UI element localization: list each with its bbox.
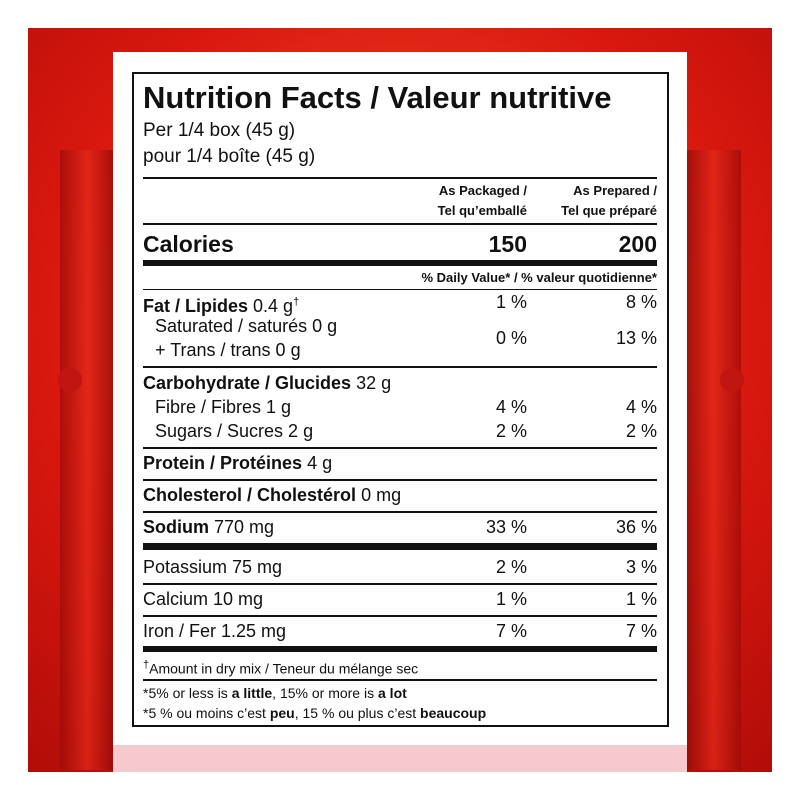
footnote-text: a lot	[378, 685, 407, 701]
footnote: *5 % ou moins c’est peu, 15 % ou plus c’…	[143, 704, 486, 722]
column-header: As Prepared /	[573, 183, 657, 198]
dv: 13 %	[615, 328, 657, 348]
nutrient-name: Sodium	[143, 517, 209, 537]
nutrient: Iron / Fer 1.25 mg	[143, 621, 287, 641]
dv: 2 %	[495, 421, 527, 441]
nutrient-name: Cholesterol / Cholestérol	[143, 485, 357, 505]
nutrient: Fibre / Fibres 1 g	[155, 397, 292, 417]
nutrient: Fat / Lipides 0.4 g†	[143, 290, 300, 316]
footnote: †Amount in dry mix / Teneur du mélange s…	[143, 656, 419, 677]
nutrient: Potassium 75 mg	[143, 557, 283, 577]
note-mark: †	[143, 659, 150, 671]
dv: 33 %	[485, 517, 527, 537]
rule	[143, 177, 657, 179]
dv: 1 %	[625, 589, 657, 609]
amount: 4 g	[307, 453, 333, 473]
dv: 2 %	[625, 421, 657, 441]
dv: 2 %	[495, 557, 527, 577]
dv: 7 %	[625, 621, 657, 641]
serving: Per 1/4 box (45 g)	[143, 120, 296, 141]
note-mark: †	[293, 296, 300, 308]
footnote-text: , 15 % ou plus c’est	[294, 705, 421, 721]
title: Nutrition Facts / Valeur nutritive	[143, 80, 612, 115]
dv: 1 %	[495, 292, 527, 312]
nutrient: Cholesterol / Cholestérol 0 mg	[143, 483, 401, 507]
column-header: As Packaged /	[438, 183, 527, 198]
footnote-text: beaucoup	[420, 705, 487, 721]
dv: 0 %	[495, 328, 527, 348]
calories-label: Calories	[143, 231, 234, 257]
nutrient-name: Carbohydrate / Glucides	[143, 373, 352, 393]
pink-strip	[113, 740, 687, 772]
rule	[143, 289, 657, 290]
nutrient: Sugars / Sucres 2 g	[155, 421, 314, 441]
footnote-text: a little	[231, 685, 273, 701]
rule	[143, 615, 657, 617]
footnote-text: , 15% or more is	[272, 685, 378, 701]
rule	[143, 366, 657, 368]
thick-rule	[143, 260, 657, 266]
dv: 4 %	[495, 397, 527, 417]
amount: 770 mg	[214, 517, 275, 537]
footnote-text: peu	[269, 705, 295, 721]
thick-rule	[143, 543, 657, 550]
pillar-left	[60, 150, 115, 770]
nutrient: Calcium 10 mg	[143, 589, 264, 609]
footnote-text: Amount in dry mix / Teneur du mélange se…	[149, 660, 419, 677]
footnote-text: *5 % ou moins c’est	[143, 705, 270, 721]
footnote: *5% or less is a little, 15% or more is …	[143, 684, 407, 702]
dv: 7 %	[495, 621, 527, 641]
nutrient: Saturated / saturés 0 g	[155, 316, 338, 336]
dv: 1 %	[495, 589, 527, 609]
dv: 8 %	[625, 292, 657, 312]
thick-rule	[143, 646, 657, 652]
dv: 4 %	[625, 397, 657, 417]
nutrient-name: Protein / Protéines	[143, 453, 303, 473]
dv: 3 %	[625, 557, 657, 577]
dv: 36 %	[615, 517, 657, 537]
knob	[720, 368, 744, 392]
serving: pour 1/4 boîte (45 g)	[143, 146, 316, 167]
rule	[143, 583, 657, 585]
nutrient: Protein / Protéines 4 g	[143, 451, 332, 475]
rule	[143, 447, 657, 449]
daily-value-header: % Daily Value* / % valeur quotidienne*	[421, 270, 657, 285]
label-panel	[113, 52, 687, 745]
column-header: Tel qu’emballé	[437, 203, 527, 218]
footnote-text: *5% or less is	[143, 685, 232, 701]
rule	[143, 511, 657, 513]
rule	[143, 679, 657, 681]
nutrient-name: Fat / Lipides	[143, 296, 249, 316]
rule	[143, 223, 657, 225]
column-header: Tel que préparé	[561, 203, 657, 218]
nutrient: Sodium 770 mg	[143, 515, 274, 539]
label-border	[132, 72, 669, 727]
nutrient: + Trans / trans 0 g	[155, 340, 301, 360]
amount: 0.4 g	[253, 296, 294, 316]
pillar-right	[686, 150, 741, 770]
amount: 0 mg	[361, 485, 402, 505]
calories-value: 150	[488, 231, 527, 257]
amount: 32 g	[356, 373, 392, 393]
knob	[58, 368, 82, 392]
calories-value: 200	[618, 231, 657, 257]
rule	[143, 479, 657, 481]
nutrient: Carbohydrate / Glucides 32 g	[143, 371, 391, 395]
